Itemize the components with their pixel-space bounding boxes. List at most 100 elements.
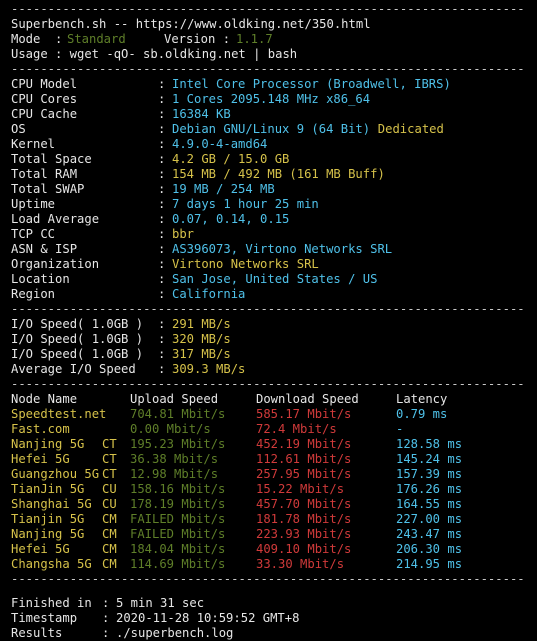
- table-row: Nanjing 5G CT 195.23 Mbit/s 452.19 Mbit/s 12…: [0, 437, 537, 452]
- info-label: CPU Cores: [11, 92, 77, 107]
- footer-value: 5 min 31 sec: [116, 596, 204, 611]
- node-name: Shanghai 5G: [11, 497, 92, 512]
- upload-speed: 195.23 Mbit/s: [130, 437, 225, 452]
- node-name: Nanjing 5G: [11, 437, 84, 452]
- column-header-upload: Upload Speed: [130, 392, 218, 407]
- system-info-row: OS: Debian GNU/Linux 9 (64 Bit) Dedicated: [0, 122, 537, 137]
- node-isp: CM: [102, 542, 117, 557]
- footer-value: ./superbench.log: [116, 626, 233, 641]
- speedtest-rows: Speedtest.net 704.81 Mbit/s 585.17 Mbit/s 0…: [0, 407, 537, 572]
- upload-speed: FAILED Mbit/s: [130, 527, 225, 542]
- node-name: Hefei 5G: [11, 542, 70, 557]
- column-header-latency: Latency: [396, 392, 447, 407]
- footer-separator: :: [102, 611, 109, 626]
- node-name: Hefei 5G: [11, 452, 70, 467]
- latency: 128.58 ms: [396, 437, 462, 452]
- info-separator: :: [158, 92, 165, 107]
- divider: ----------------------------------------…: [0, 2, 537, 17]
- latency: 176.26 ms: [396, 482, 462, 497]
- info-value: Virtono Networks SRL: [172, 257, 319, 272]
- node-name: Changsha 5G: [11, 557, 92, 572]
- upload-speed: 158.16 Mbit/s: [130, 482, 225, 497]
- system-info-row: CPU Model: Intel Core Processor (Broadwel…: [0, 77, 537, 92]
- info-value: 154 MB / 492 MB (161 MB Buff): [172, 167, 385, 182]
- system-info-row: TCP CC: bbr: [0, 227, 537, 242]
- info-label: Total Space: [11, 152, 92, 167]
- io-label: I/O Speed( 1.0GB ): [11, 347, 143, 362]
- node-name: Nanjing 5G: [11, 527, 84, 542]
- node-isp: CT: [102, 437, 117, 452]
- footer-label: Timestamp: [11, 611, 77, 626]
- node-name: Guangzhou 5G: [11, 467, 99, 482]
- info-label: ASN & ISP: [11, 242, 77, 257]
- info-value: 19 MB / 254 MB: [172, 182, 275, 197]
- latency: 214.95 ms: [396, 557, 462, 572]
- footer-separator: :: [102, 596, 109, 611]
- divider: ----------------------------------------…: [0, 302, 537, 317]
- latency: 164.55 ms: [396, 497, 462, 512]
- info-separator: :: [158, 152, 165, 167]
- info-label: Kernel: [11, 137, 55, 152]
- io-row: I/O Speed( 1.0GB ):291 MB/s: [0, 317, 537, 332]
- info-separator: :: [158, 227, 165, 242]
- usage-label: Usage: [11, 47, 48, 62]
- footer-label: Finished in: [11, 596, 92, 611]
- version-value: 1.1.7: [236, 32, 273, 47]
- node-name: Fast.com: [11, 422, 70, 437]
- io-section: I/O Speed( 1.0GB ):291 MB/s I/O Speed( 1.…: [0, 317, 537, 377]
- system-info-row: Total RAM:154 MB / 492 MB (161 MB Buff): [0, 167, 537, 182]
- info-value: San Jose, United States / US: [172, 272, 377, 287]
- upload-speed: 36.38 Mbit/s: [130, 452, 218, 467]
- io-label: I/O Speed( 1.0GB ): [11, 332, 143, 347]
- system-info-row: Region: California: [0, 287, 537, 302]
- upload-speed: 114.69 Mbit/s: [130, 557, 225, 572]
- upload-speed: FAILED Mbit/s: [130, 512, 225, 527]
- info-value-suffix: Dedicated: [378, 122, 444, 137]
- footer-section: Finished in:5 min 31 sec Timestamp:2020-1…: [0, 596, 537, 641]
- node-isp: CM: [102, 527, 117, 542]
- info-separator: :: [158, 107, 165, 122]
- footer-row: Timestamp:2020-11-28 10:59:52 GMT+8: [0, 611, 537, 626]
- column-header-download: Download Speed: [256, 392, 359, 407]
- info-separator: :: [158, 287, 165, 302]
- info-separator: :: [158, 212, 165, 227]
- download-speed: 585.17 Mbit/s: [256, 407, 351, 422]
- latency: 227.00 ms: [396, 512, 462, 527]
- info-value: 16384 KB: [172, 107, 231, 122]
- table-row: Shanghai 5G CU 178.19 Mbit/s 457.70 Mbit/s 1…: [0, 497, 537, 512]
- table-row: TianJin 5G CU 158.16 Mbit/s 15.22 Mbit/s 176…: [0, 482, 537, 497]
- table-row: Changsha 5G CM 114.69 Mbit/s 33.30 Mbit/s 21…: [0, 557, 537, 572]
- version-label: Version :: [164, 32, 230, 47]
- system-info-row: Load Average:0.07, 0.14, 0.15: [0, 212, 537, 227]
- mode-line: Mode : Standard Version : 1.1.7: [0, 32, 537, 47]
- info-value: California: [172, 287, 245, 302]
- download-speed: 15.22 Mbit/s: [256, 482, 344, 497]
- node-isp: CM: [102, 512, 117, 527]
- node-isp: CU: [102, 497, 117, 512]
- latency: 206.30 ms: [396, 542, 462, 557]
- system-info-row: CPU Cache:16384 KB: [0, 107, 537, 122]
- io-row: Average I/O Speed:309.3 MB/s: [0, 362, 537, 377]
- info-value: 7 days 1 hour 25 min: [172, 197, 319, 212]
- io-row: I/O Speed( 1.0GB ):317 MB/s: [0, 347, 537, 362]
- speedtest-header-row: Node Name Upload Speed Download Speed La…: [0, 392, 537, 407]
- info-label: CPU Model: [11, 77, 77, 92]
- upload-speed: 184.04 Mbit/s: [130, 542, 225, 557]
- divider: ----------------------------------------…: [0, 377, 537, 392]
- terminal-window: ----------------------------------------…: [0, 0, 537, 626]
- table-row: Guangzhou 5G CT 12.98 Mbit/s 257.95 Mbit/s 1…: [0, 467, 537, 482]
- system-info-section: CPU Model: Intel Core Processor (Broadwel…: [0, 77, 537, 302]
- info-separator: :: [158, 272, 165, 287]
- info-separator: :: [158, 167, 165, 182]
- info-label: Organization: [11, 257, 99, 272]
- divider-line: ----------------------------------------…: [11, 377, 525, 392]
- node-name: Tianjin 5G: [11, 512, 84, 527]
- node-isp: CU: [102, 482, 117, 497]
- info-separator: :: [158, 182, 165, 197]
- info-value: bbr: [172, 227, 194, 242]
- table-row: Fast.com 0.00 Mbit/s 72.4 Mbit/s -: [0, 422, 537, 437]
- info-value: 4.2 GB / 15.0 GB: [172, 152, 289, 167]
- download-speed: 223.93 Mbit/s: [256, 527, 351, 542]
- upload-speed: 0.00 Mbit/s: [130, 422, 211, 437]
- usage-value: : wget -qO- sb.oldking.net | bash: [55, 47, 297, 62]
